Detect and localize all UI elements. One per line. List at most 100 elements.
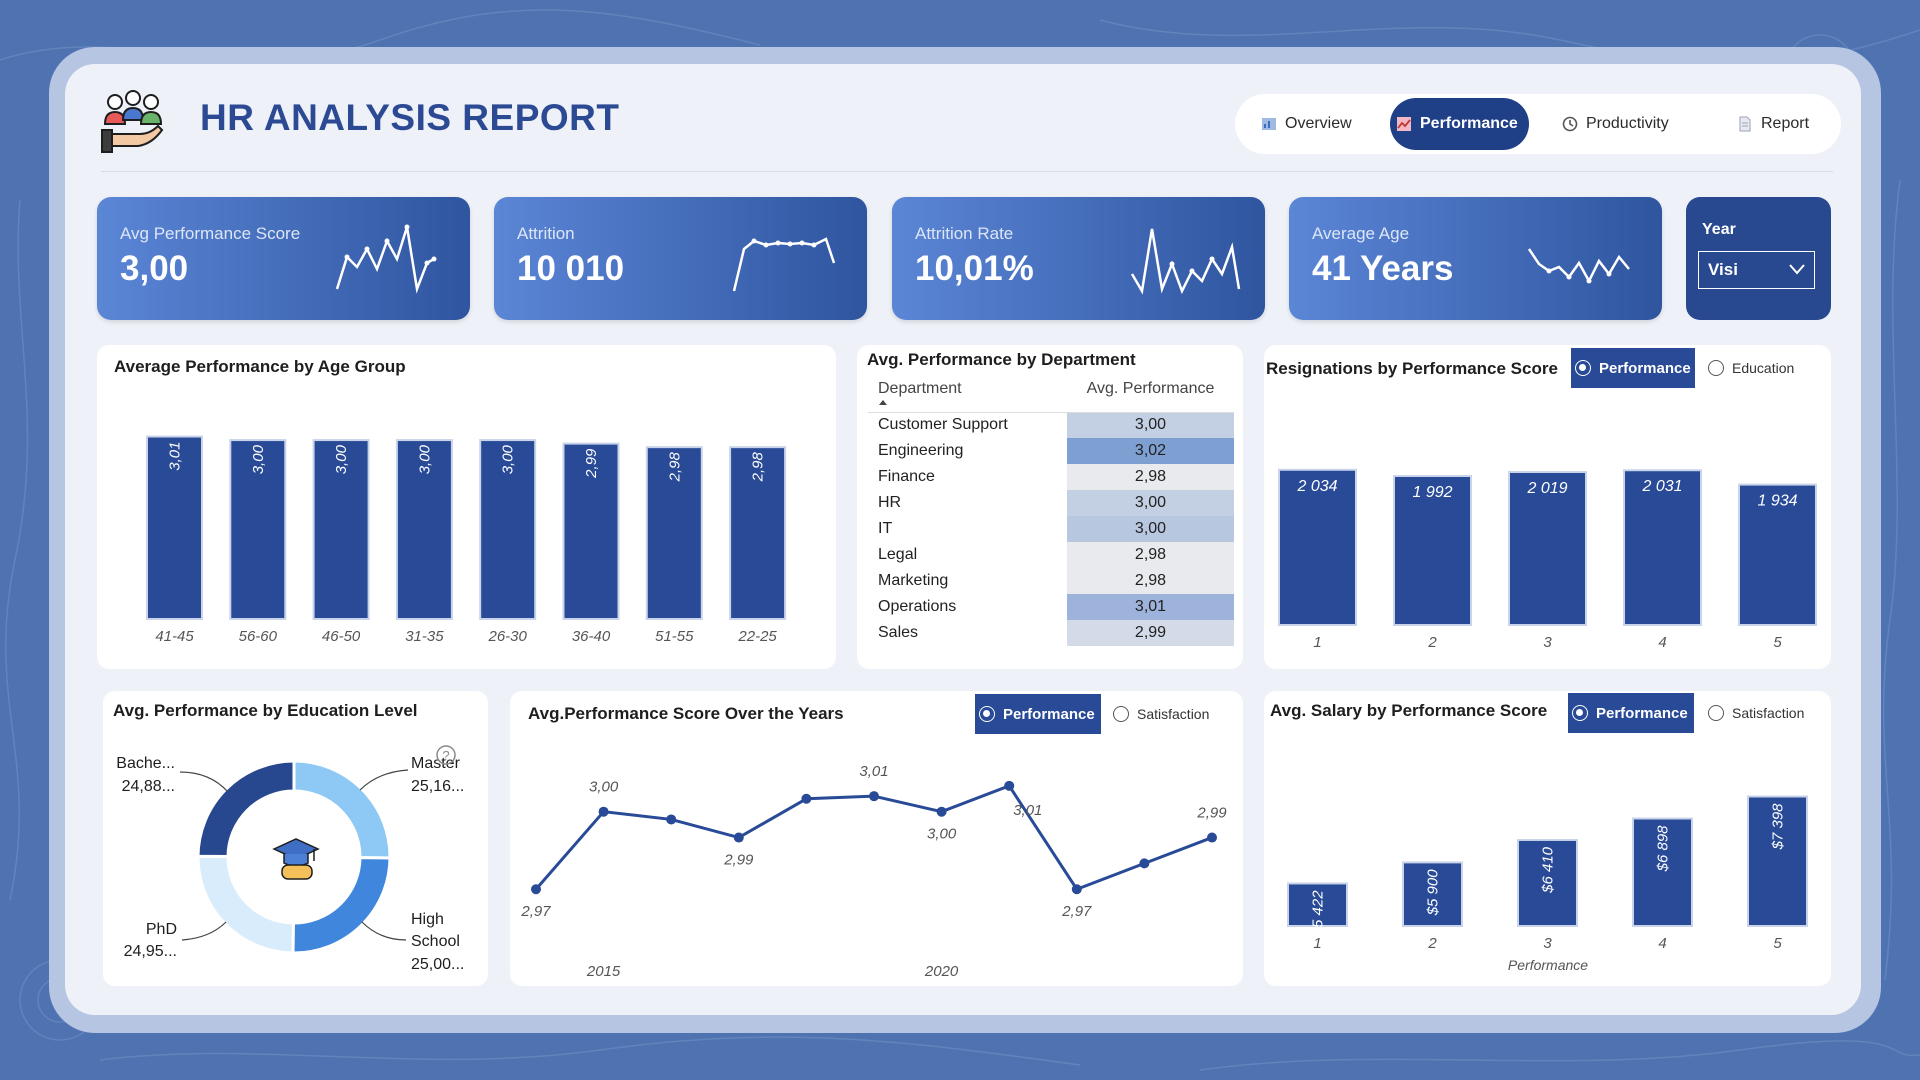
- years-card: Avg.Performance Score Over the Years: [510, 691, 1243, 986]
- nav-report[interactable]: Report: [1737, 98, 1809, 150]
- age-bar[interactable]: [397, 441, 451, 618]
- performance-value-cell: 3,02: [1067, 438, 1234, 464]
- x-tick-label: 51-55: [655, 628, 694, 645]
- age-bar[interactable]: [481, 441, 535, 618]
- resignation-bar[interactable]: [1395, 477, 1470, 624]
- x-tick-label: 1: [1313, 634, 1321, 651]
- nav-productivity[interactable]: Productivity: [1562, 98, 1669, 150]
- department-table-title: Avg. Performance by Department: [867, 350, 1136, 369]
- point-value-label: 3,00: [927, 826, 957, 843]
- nav-performance[interactable]: Performance: [1390, 98, 1529, 150]
- toggle-label: Performance: [1599, 359, 1691, 377]
- age-bar[interactable]: [231, 441, 285, 618]
- graduation-cap-icon: [272, 838, 320, 880]
- performance-value-cell: 2,98: [1067, 542, 1234, 568]
- column-header-department[interactable]: Department: [868, 378, 1067, 413]
- table-row[interactable]: Engineering 3,02: [868, 438, 1234, 464]
- data-point[interactable]: [936, 806, 947, 817]
- data-point[interactable]: [733, 832, 744, 843]
- chevron-down-icon: [1789, 264, 1805, 275]
- document-icon: [1739, 116, 1751, 132]
- age-bar[interactable]: [314, 441, 368, 618]
- bar-value-label: 3,00: [333, 444, 350, 474]
- salary-toggle-satisfaction[interactable]: Satisfaction: [1708, 693, 1804, 733]
- resignation-bar[interactable]: [1740, 485, 1815, 624]
- department-name-cell: Marketing: [878, 572, 949, 589]
- toggle-label: Satisfaction: [1732, 705, 1805, 721]
- table-row[interactable]: IT 3,00: [868, 516, 1234, 542]
- data-point[interactable]: [531, 884, 541, 895]
- salary-toggle-performance[interactable]: Performance: [1568, 693, 1694, 733]
- bar-value-label: 3,01: [167, 442, 184, 471]
- department-name-cell: Engineering: [878, 442, 964, 459]
- department-name-cell: Sales: [878, 624, 919, 641]
- data-point[interactable]: [1207, 832, 1217, 843]
- resignation-bar[interactable]: [1280, 470, 1355, 624]
- column-header-performance[interactable]: Avg. Performance: [1067, 378, 1234, 413]
- sparkline-icon: [1130, 228, 1241, 295]
- x-tick-label: 3: [1543, 634, 1552, 651]
- table-row[interactable]: Marketing 2,98: [868, 568, 1234, 594]
- age-chart-title: Average Performance by Age Group: [114, 357, 406, 376]
- radio-selected-icon: [1572, 705, 1588, 721]
- x-tick-label: 31-35: [405, 628, 444, 645]
- x-tick-label: 2015: [586, 963, 621, 980]
- donut-slice[interactable]: [196, 759, 296, 859]
- salary-bar[interactable]: [1289, 884, 1346, 925]
- leader-line: [181, 921, 227, 941]
- department-name-cell: HR: [878, 494, 902, 511]
- nav-productivity-label: Productivity: [1586, 115, 1669, 132]
- years-toggle-performance[interactable]: Performance: [975, 694, 1101, 734]
- nav-overview[interactable]: Overview: [1261, 98, 1352, 150]
- table-row[interactable]: Operations 3,01: [868, 594, 1234, 620]
- data-point[interactable]: [1071, 884, 1082, 895]
- performance-value-cell: 2,98: [1067, 568, 1234, 594]
- leader-line: [179, 771, 229, 793]
- kpi-label: Average Age: [1312, 224, 1410, 243]
- bar-value-label: 2 031: [1641, 478, 1682, 495]
- resignation-bar[interactable]: [1625, 471, 1700, 624]
- team-logo-icon: [101, 90, 164, 153]
- salary-bar[interactable]: [1404, 863, 1461, 925]
- years-title: Avg.Performance Score Over the Years: [528, 704, 844, 723]
- data-point[interactable]: [666, 814, 677, 825]
- kpi-value: 10 010: [517, 249, 625, 288]
- data-point[interactable]: [1139, 858, 1150, 869]
- x-tick-label: 2: [1427, 935, 1437, 952]
- nav-overview-label: Overview: [1285, 115, 1352, 132]
- table-row[interactable]: HR 3,00: [868, 490, 1234, 516]
- age-bar[interactable]: [148, 437, 201, 618]
- performance-value-cell: 2,98: [1067, 464, 1234, 490]
- leader-line: [361, 921, 407, 941]
- salary-bar[interactable]: [1519, 840, 1576, 925]
- table-row[interactable]: Finance 2,98: [868, 464, 1234, 490]
- resignation-bar[interactable]: [1510, 473, 1585, 624]
- year-select[interactable]: Visi: [1698, 251, 1815, 289]
- resignations-toggle-education[interactable]: Education: [1708, 348, 1794, 388]
- years-toggle-satisfaction[interactable]: Satisfaction: [1113, 694, 1209, 734]
- point-value-label: 2,99: [723, 852, 754, 869]
- bar-value-label: 3,00: [416, 444, 433, 474]
- data-point[interactable]: [1004, 780, 1015, 791]
- age-bar[interactable]: [647, 448, 701, 618]
- nav-performance-label: Performance: [1420, 115, 1518, 132]
- salary-bar[interactable]: [1634, 819, 1691, 925]
- age-bar[interactable]: [564, 444, 618, 618]
- age-bar[interactable]: [731, 448, 785, 618]
- table-row[interactable]: Legal 2,98: [868, 542, 1234, 568]
- toggle-label: Education: [1732, 360, 1795, 376]
- resignations-toggle-performance[interactable]: Performance: [1571, 348, 1695, 388]
- data-point[interactable]: [869, 791, 879, 802]
- data-point[interactable]: [801, 793, 812, 804]
- year-filter-card: Year Visi: [1686, 197, 1831, 320]
- resignations-title: Resignations by Performance Score: [1266, 359, 1558, 378]
- help-icon[interactable]: ?: [435, 744, 457, 766]
- salary-bar[interactable]: [1749, 797, 1806, 925]
- table-row[interactable]: Sales 2,99: [868, 620, 1234, 646]
- table-row[interactable]: Customer Support 3,00: [868, 412, 1234, 438]
- data-point[interactable]: [598, 806, 609, 817]
